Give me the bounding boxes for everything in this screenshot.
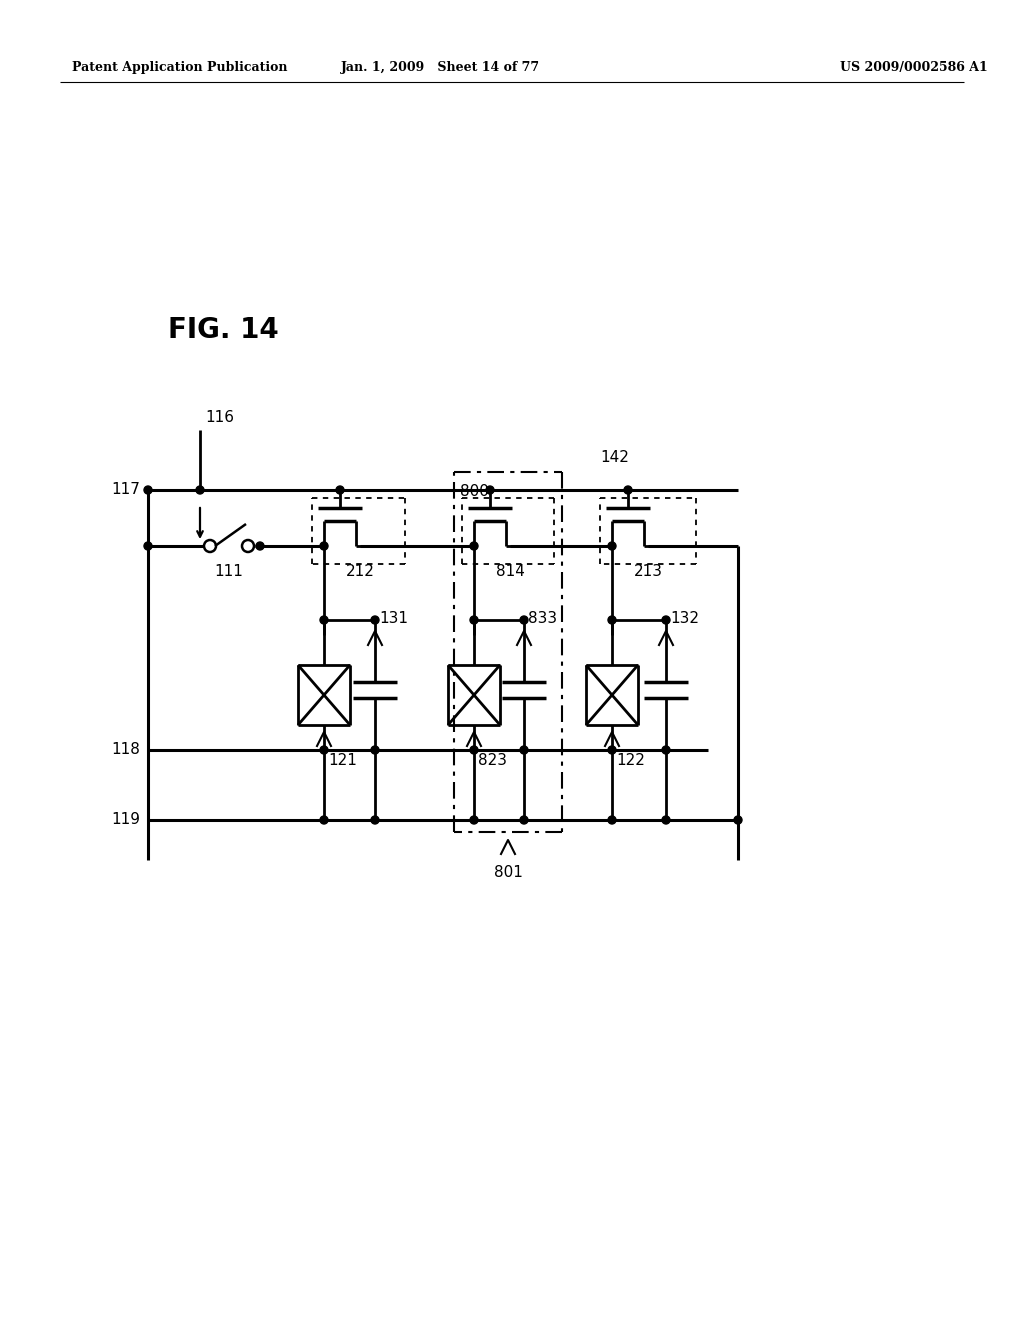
- Circle shape: [371, 616, 379, 624]
- Text: 801: 801: [494, 865, 522, 880]
- Circle shape: [336, 486, 344, 494]
- Text: 132: 132: [670, 611, 699, 626]
- Circle shape: [319, 746, 328, 754]
- Circle shape: [624, 486, 632, 494]
- Circle shape: [470, 816, 478, 824]
- Circle shape: [608, 746, 616, 754]
- Circle shape: [319, 816, 328, 824]
- Text: 823: 823: [478, 752, 507, 768]
- Circle shape: [734, 816, 742, 824]
- Circle shape: [319, 543, 328, 550]
- Circle shape: [196, 486, 204, 494]
- Circle shape: [371, 816, 379, 824]
- Circle shape: [371, 746, 379, 754]
- Circle shape: [608, 543, 616, 550]
- Circle shape: [608, 616, 616, 624]
- Text: 814: 814: [496, 564, 525, 579]
- Circle shape: [662, 816, 670, 824]
- Circle shape: [662, 746, 670, 754]
- Text: 117: 117: [112, 483, 140, 498]
- Circle shape: [470, 746, 478, 754]
- Circle shape: [470, 543, 478, 550]
- Text: 213: 213: [634, 564, 663, 579]
- Text: 131: 131: [379, 611, 408, 626]
- Circle shape: [144, 486, 152, 494]
- Text: 212: 212: [346, 564, 375, 579]
- Text: Patent Application Publication: Patent Application Publication: [72, 62, 288, 74]
- Circle shape: [662, 616, 670, 624]
- Text: 119: 119: [111, 813, 140, 828]
- Text: 833: 833: [528, 611, 557, 626]
- Circle shape: [520, 816, 528, 824]
- Text: 800: 800: [460, 484, 488, 499]
- Text: 118: 118: [112, 742, 140, 758]
- Circle shape: [319, 616, 328, 624]
- Circle shape: [144, 543, 152, 550]
- Text: 142: 142: [600, 450, 629, 465]
- Text: 111: 111: [215, 564, 244, 579]
- Text: Jan. 1, 2009   Sheet 14 of 77: Jan. 1, 2009 Sheet 14 of 77: [340, 62, 540, 74]
- Circle shape: [486, 486, 494, 494]
- Text: FIG. 14: FIG. 14: [168, 315, 279, 345]
- Text: 116: 116: [205, 411, 234, 425]
- Circle shape: [520, 616, 528, 624]
- Circle shape: [608, 816, 616, 824]
- Circle shape: [520, 746, 528, 754]
- Circle shape: [256, 543, 264, 550]
- Text: 122: 122: [616, 752, 645, 768]
- Text: 121: 121: [328, 752, 357, 768]
- Text: US 2009/0002586 A1: US 2009/0002586 A1: [840, 62, 988, 74]
- Circle shape: [470, 616, 478, 624]
